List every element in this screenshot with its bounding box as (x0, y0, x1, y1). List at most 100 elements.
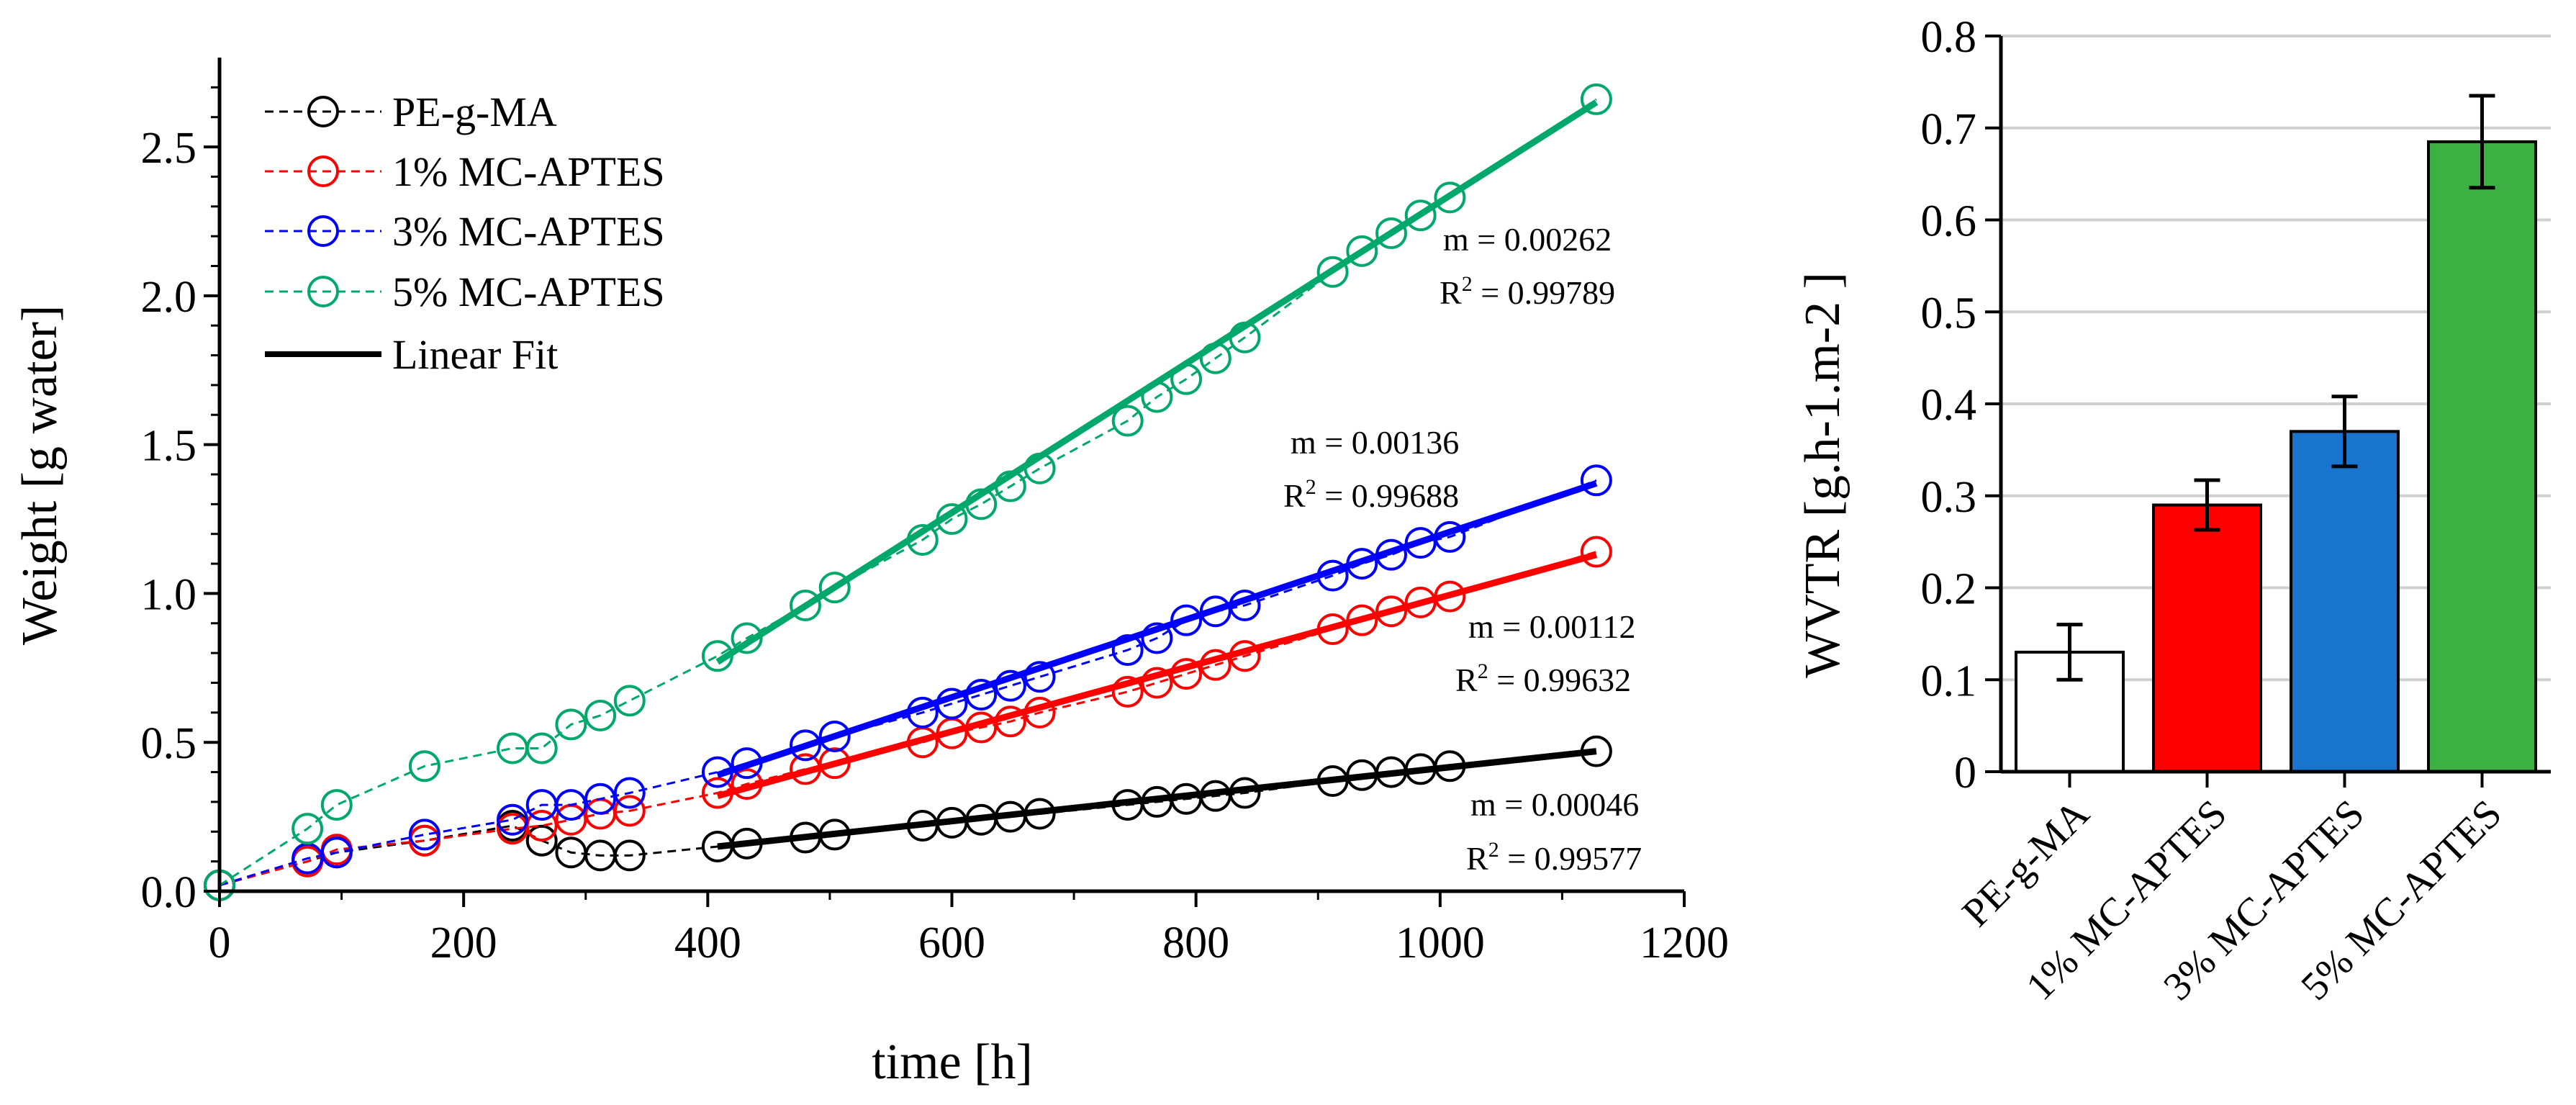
data-point-5pct-mc-aptes (994, 470, 1026, 502)
data-point-5pct-mc-aptes (1023, 452, 1056, 484)
data-point-3pct-mc-aptes (1580, 464, 1612, 497)
data-point-1pct-mc-aptes (1316, 613, 1349, 646)
data-point-5pct-mc-aptes (584, 699, 617, 731)
legend-entry-3pct: 3% MC-APTES (265, 208, 665, 255)
fit-line-1pct-mc-aptes (716, 551, 1598, 799)
data-point-5pct-mc-aptes (1580, 83, 1612, 115)
data-point-3pct-mc-aptes (1346, 548, 1378, 580)
data-point-5pct-mc-aptes (818, 572, 851, 604)
bar-5pct-mc-aptes (2427, 140, 2537, 774)
data-point-1pct-mc-aptes (1141, 667, 1173, 699)
data-point-1pct-mc-aptes (701, 777, 733, 809)
legend-label: PE-g-MA (392, 89, 557, 135)
x-tick-label: 1000 (1396, 919, 1485, 968)
y-tick-label: 0.5 (141, 719, 197, 768)
data-point-1pct-mc-aptes (1404, 586, 1437, 618)
category-label-pe-g-ma: PE-g-MA (1954, 791, 2098, 935)
wvtr-y-axis-label: WVTR [g.h-1.m-2 ] (1795, 272, 1850, 678)
y-tick-label: 0.5 (1921, 289, 1977, 338)
data-point-3pct-mc-aptes (1170, 604, 1203, 636)
legend-entry-1pct: 1% MC-APTES (265, 148, 665, 195)
data-point-3pct-mc-aptes (555, 789, 587, 821)
bar-3pct-mc-aptes (2290, 430, 2400, 773)
data-point-5pct-mc-aptes (965, 488, 998, 520)
weight-vs-time-chart: 0 200 400 600 800 1000 12000.00.51.01.52.02.5 … (12, 58, 1729, 1090)
x-tick-label: 800 (1162, 919, 1229, 968)
data-point-5pct-mc-aptes (1434, 181, 1466, 214)
data-point-1pct-mc-aptes (965, 711, 998, 744)
slope-annotation-pe: m = 0.00046 (1470, 786, 1639, 823)
data-point-3pct-mc-aptes (584, 782, 617, 815)
legend-entry-5pct: 5% MC-APTES (265, 269, 665, 315)
data-point-3pct-mc-aptes (731, 747, 763, 780)
y-tick-label: 0.3 (1921, 473, 1977, 522)
data-point-3pct-mc-aptes (320, 836, 353, 869)
data-point-3pct-mc-aptes (1375, 538, 1407, 571)
data-point-3pct-mc-aptes (497, 803, 528, 836)
y-tick-label: 0.8 (1921, 13, 1977, 62)
fit-line-pe-g-ma (717, 748, 1597, 850)
data-point-5pct-mc-aptes (1375, 217, 1407, 250)
data-point-1pct-mc-aptes (1199, 649, 1231, 681)
y-tick-label: 1.5 (141, 422, 197, 471)
y-tick-label: 0.4 (1921, 381, 1977, 430)
data-point-1pct-mc-aptes (818, 747, 851, 780)
data-point-pe-g-ma (731, 827, 763, 860)
data-point-3pct-mc-aptes (1111, 634, 1144, 667)
bar-1pct-mc-aptes (2152, 503, 2262, 774)
data-point-1pct-mc-aptes (1023, 696, 1056, 729)
y-axis-label: Weight [g water] (12, 305, 68, 646)
data-point-pe-g-ma (1316, 765, 1349, 797)
legend-label: Linear Fit (392, 331, 558, 378)
y-tick-label: 0.7 (1921, 105, 1977, 154)
data-point-5pct-mc-aptes (525, 732, 558, 765)
data-point-1pct-mc-aptes (525, 810, 558, 842)
legend-entry-pe-g-ma: PE-g-MA (265, 89, 557, 135)
weight-plot-area (204, 83, 1612, 901)
data-point-pe-g-ma (818, 818, 851, 851)
data-point-1pct-mc-aptes (613, 795, 646, 827)
data-point-3pct-mc-aptes (1434, 520, 1466, 553)
data-point-1pct-mc-aptes (731, 768, 763, 800)
slope-annotation-3pct: m = 0.00136 (1291, 424, 1459, 461)
data-point-pe-g-ma (613, 839, 646, 872)
data-point-5pct-mc-aptes (1111, 405, 1144, 437)
y-tick-label: 0.1 (1921, 657, 1977, 705)
data-point-5pct-mc-aptes (790, 589, 821, 621)
data-point-5pct-mc-aptes (292, 813, 324, 845)
data-point-pe-g-ma (1434, 750, 1466, 782)
data-point-3pct-mc-aptes (906, 696, 939, 729)
x-tick-label: 600 (918, 919, 985, 968)
data-point-3pct-mc-aptes (1316, 559, 1349, 592)
wvtr-bar-chart: 0 0.1 0.2 0.3 0.4 0.5 0.6 0.7 0.8 WVTR [g.h-1.m-… (1795, 13, 2551, 1009)
data-point-3pct-mc-aptes (1141, 622, 1173, 654)
data-point-3pct-mc-aptes (965, 679, 998, 711)
data-point-5pct-mc-aptes (613, 685, 646, 717)
data-point-5pct-mc-aptes (1170, 363, 1203, 395)
data-point-5pct-mc-aptes (408, 750, 440, 782)
data-point-1pct-mc-aptes (1580, 536, 1612, 568)
r2-annotation-5pct: R2 = 0.99789 (1440, 272, 1615, 311)
x-tick-label: 400 (674, 919, 741, 968)
data-point-5pct-mc-aptes (1346, 235, 1378, 267)
data-point-3pct-mc-aptes (613, 777, 646, 809)
data-point-5pct-mc-aptes (701, 640, 733, 672)
data-point-1pct-mc-aptes (1170, 658, 1203, 690)
data-point-pe-g-ma (1229, 777, 1261, 809)
fit-annotations: m = 0.00262 R2 = 0.99789 m = 0.00136 R2 … (1283, 221, 1642, 877)
data-point-1pct-mc-aptes (1375, 595, 1407, 628)
data-point-5pct-mc-aptes (936, 503, 968, 536)
data-point-3pct-mc-aptes (1023, 661, 1056, 693)
legend-label: 1% MC-APTES (392, 148, 665, 195)
data-point-5pct-mc-aptes (731, 622, 763, 654)
data-point-1pct-mc-aptes (408, 824, 440, 857)
legend: PE-g-MA 1% MC-APTES 3% MC-APTES 5% MC-AP… (265, 89, 665, 378)
data-point-1pct-mc-aptes (1434, 580, 1466, 613)
slope-annotation-5pct: m = 0.00262 (1443, 221, 1612, 258)
data-point-1pct-mc-aptes (1229, 640, 1261, 672)
data-point-3pct-mc-aptes (1404, 527, 1437, 559)
legend-entry-linear-fit: Linear Fit (265, 331, 558, 378)
data-point-1pct-mc-aptes (994, 705, 1026, 738)
